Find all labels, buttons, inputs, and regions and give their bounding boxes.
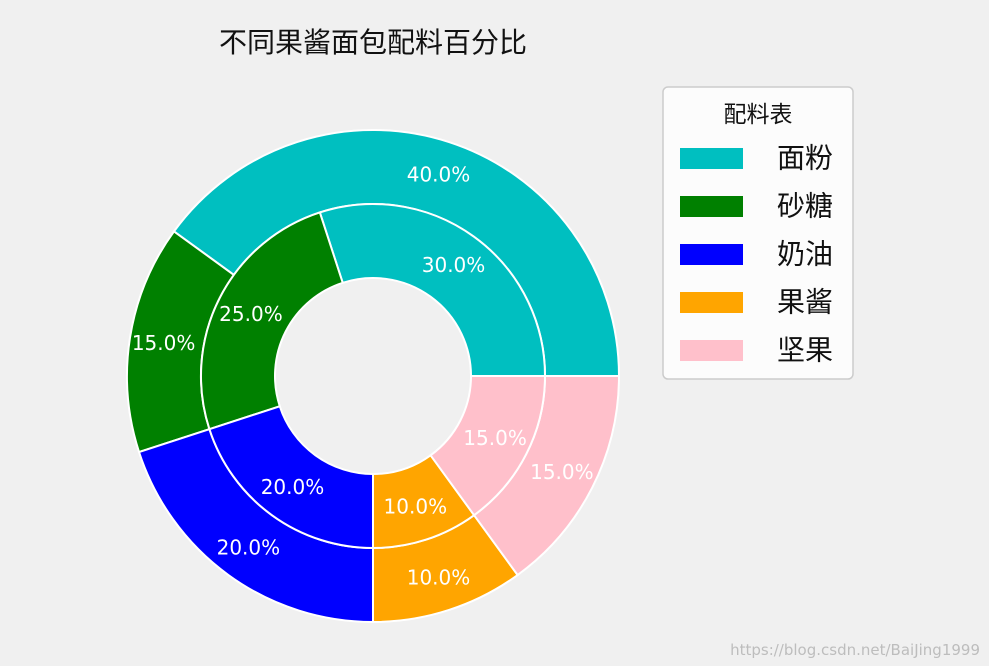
inner-pct-label-0: 30.0% [422,253,486,277]
legend-label-0: 面粉 [777,142,833,175]
inner-pct-label-2: 20.0% [261,475,325,499]
legend-swatch-4 [680,340,743,361]
inner-wedge-2 [208,405,374,550]
inner-ring [200,203,547,550]
legend-swatch-3 [680,292,743,313]
outer-ring-labels: 40.0% 15.0% 20.0% 10.0% 15.0% [132,162,594,589]
inner-pct-label-3: 10.0% [384,494,448,518]
outer-pct-label-2: 20.0% [217,536,281,560]
legend-label-3: 果酱 [777,286,833,319]
legend-swatch-2 [680,244,743,265]
outer-pct-label-1: 15.0% [132,331,196,355]
inner-wedge-0 [318,203,547,377]
outer-pct-label-0: 40.0% [407,162,471,186]
legend-swatch-1 [680,196,743,217]
inner-ring-labels: 30.0% 25.0% 20.0% 10.0% 15.0% [219,253,527,518]
inner-wedge-4 [429,375,547,517]
legend-label-1: 砂糖 [777,190,833,223]
inner-pct-label-4: 15.0% [463,426,527,450]
outer-ring [126,129,621,624]
legend-title: 配料表 [724,102,793,128]
inner-wedge-1 [200,211,344,431]
outer-pct-label-3: 10.0% [407,566,471,590]
legend-swatch-0 [680,148,743,169]
watermark: https://blog.csdn.net/BaiJing1999 [730,641,980,659]
legend-label-4: 坚果 [777,334,833,367]
chart-title: 不同果酱面包配料百分比 [219,26,527,59]
legend-label-2: 奶油 [777,238,833,271]
outer-pct-label-4: 15.0% [530,460,594,484]
inner-pct-label-1: 25.0% [219,302,283,326]
